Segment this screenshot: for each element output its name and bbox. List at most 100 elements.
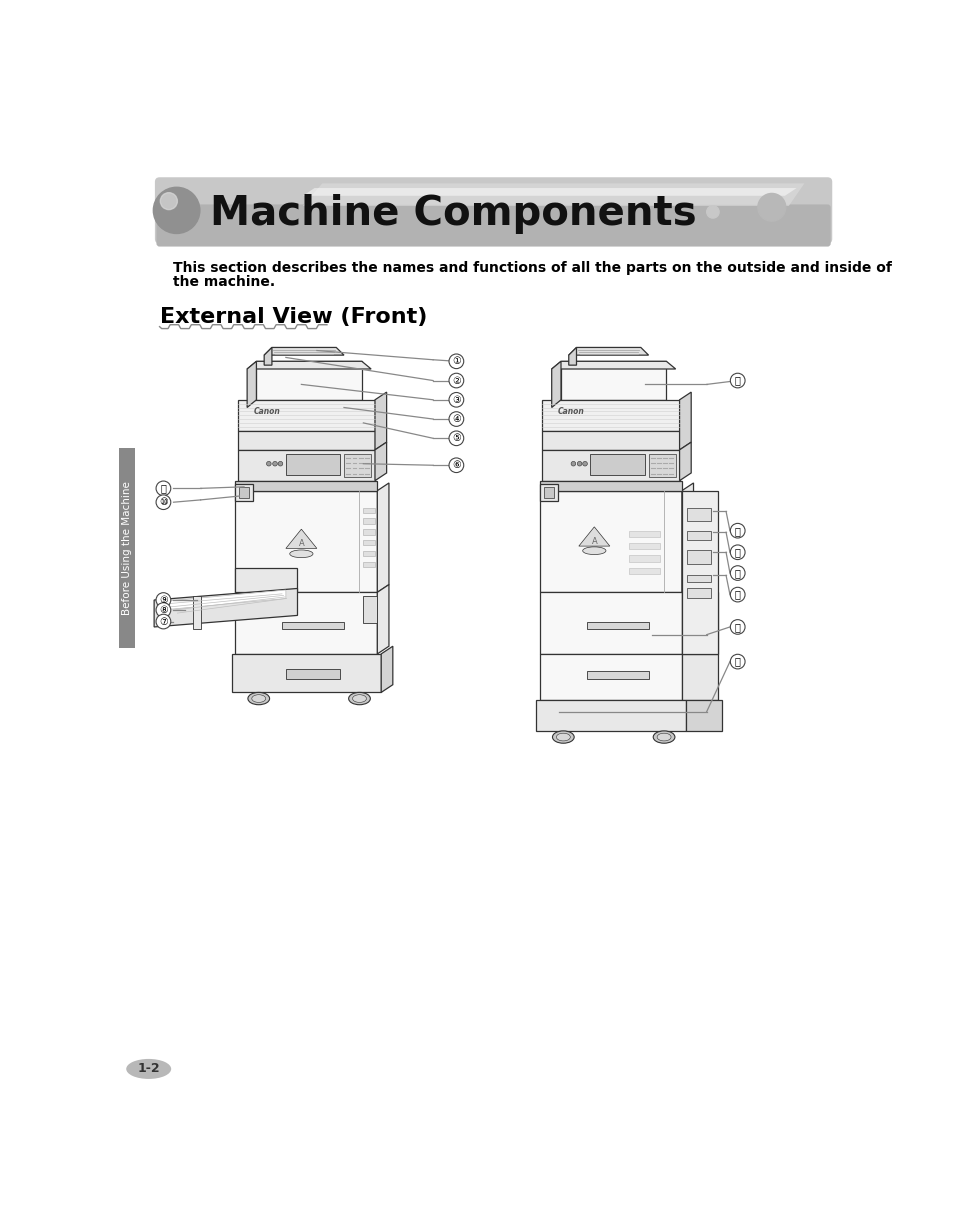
Ellipse shape bbox=[248, 692, 270, 704]
Polygon shape bbox=[235, 568, 297, 593]
Polygon shape bbox=[264, 347, 344, 355]
Polygon shape bbox=[154, 589, 297, 627]
Polygon shape bbox=[375, 393, 386, 450]
Polygon shape bbox=[539, 485, 558, 502]
Text: ⑥: ⑥ bbox=[452, 460, 460, 470]
Text: ⑦: ⑦ bbox=[159, 616, 168, 627]
Polygon shape bbox=[363, 596, 376, 623]
Polygon shape bbox=[539, 491, 681, 593]
Polygon shape bbox=[363, 508, 375, 513]
Text: ⑬: ⑬ bbox=[734, 525, 740, 536]
Ellipse shape bbox=[290, 550, 313, 557]
Circle shape bbox=[571, 461, 575, 466]
Text: A: A bbox=[298, 540, 304, 548]
Polygon shape bbox=[377, 584, 389, 654]
Circle shape bbox=[730, 373, 744, 388]
Ellipse shape bbox=[556, 734, 570, 741]
Polygon shape bbox=[551, 361, 560, 407]
Polygon shape bbox=[235, 593, 377, 654]
Ellipse shape bbox=[353, 694, 366, 702]
Polygon shape bbox=[282, 622, 344, 629]
Polygon shape bbox=[235, 491, 377, 593]
Circle shape bbox=[449, 353, 463, 368]
Circle shape bbox=[273, 461, 277, 466]
Circle shape bbox=[582, 461, 587, 466]
Polygon shape bbox=[629, 544, 659, 550]
Polygon shape bbox=[542, 400, 679, 431]
Polygon shape bbox=[237, 400, 375, 431]
Circle shape bbox=[278, 461, 282, 466]
Polygon shape bbox=[303, 188, 796, 196]
Polygon shape bbox=[539, 593, 681, 654]
Polygon shape bbox=[686, 575, 710, 582]
Polygon shape bbox=[344, 454, 371, 477]
Polygon shape bbox=[303, 183, 803, 206]
Circle shape bbox=[160, 193, 177, 210]
Circle shape bbox=[730, 620, 744, 634]
Polygon shape bbox=[542, 450, 679, 481]
Polygon shape bbox=[648, 454, 675, 477]
Polygon shape bbox=[686, 550, 710, 564]
Polygon shape bbox=[256, 361, 361, 400]
Text: ⑨: ⑨ bbox=[159, 595, 168, 605]
FancyBboxPatch shape bbox=[119, 448, 134, 648]
Circle shape bbox=[730, 654, 744, 669]
Text: ⑤: ⑤ bbox=[452, 433, 460, 443]
Ellipse shape bbox=[126, 1059, 171, 1079]
Text: ⑭: ⑭ bbox=[734, 547, 740, 557]
Circle shape bbox=[730, 524, 744, 537]
Polygon shape bbox=[539, 481, 681, 491]
Text: ⑱: ⑱ bbox=[734, 656, 740, 666]
Circle shape bbox=[156, 593, 171, 607]
Circle shape bbox=[156, 602, 171, 617]
Polygon shape bbox=[363, 562, 375, 567]
Text: Canon: Canon bbox=[253, 406, 280, 416]
Polygon shape bbox=[377, 483, 389, 593]
Polygon shape bbox=[686, 531, 710, 540]
Ellipse shape bbox=[252, 694, 266, 702]
Polygon shape bbox=[685, 701, 721, 731]
Polygon shape bbox=[536, 701, 685, 731]
Circle shape bbox=[449, 393, 463, 407]
Circle shape bbox=[706, 206, 719, 218]
Ellipse shape bbox=[348, 692, 370, 704]
Polygon shape bbox=[560, 361, 666, 400]
Polygon shape bbox=[247, 361, 256, 407]
Polygon shape bbox=[363, 529, 375, 535]
Polygon shape bbox=[363, 540, 375, 545]
Polygon shape bbox=[681, 593, 718, 654]
Polygon shape bbox=[568, 347, 576, 366]
Text: ⑯: ⑯ bbox=[734, 590, 740, 600]
FancyBboxPatch shape bbox=[156, 205, 830, 247]
Circle shape bbox=[156, 615, 171, 629]
Polygon shape bbox=[679, 442, 691, 481]
Text: ③: ③ bbox=[452, 395, 460, 405]
Ellipse shape bbox=[657, 734, 670, 741]
Polygon shape bbox=[681, 491, 718, 654]
Polygon shape bbox=[679, 393, 691, 450]
Polygon shape bbox=[286, 454, 340, 475]
Polygon shape bbox=[232, 654, 381, 692]
Circle shape bbox=[577, 461, 581, 466]
Polygon shape bbox=[586, 671, 648, 679]
Text: ①: ① bbox=[452, 356, 460, 367]
Polygon shape bbox=[568, 347, 648, 355]
Text: ⑪: ⑪ bbox=[160, 483, 166, 493]
Polygon shape bbox=[286, 529, 316, 548]
Text: ②: ② bbox=[452, 375, 460, 385]
Ellipse shape bbox=[653, 731, 674, 744]
Text: ⑫: ⑫ bbox=[734, 375, 740, 385]
Circle shape bbox=[449, 458, 463, 472]
Circle shape bbox=[449, 431, 463, 445]
Polygon shape bbox=[686, 508, 710, 521]
Polygon shape bbox=[539, 654, 681, 701]
Circle shape bbox=[266, 461, 271, 466]
Polygon shape bbox=[286, 669, 340, 679]
Polygon shape bbox=[681, 483, 693, 593]
Polygon shape bbox=[162, 590, 286, 610]
Text: ⑩: ⑩ bbox=[159, 497, 168, 507]
Text: ④: ④ bbox=[452, 413, 460, 425]
Text: the machine.: the machine. bbox=[173, 275, 275, 290]
Circle shape bbox=[449, 412, 463, 426]
Circle shape bbox=[156, 481, 171, 496]
